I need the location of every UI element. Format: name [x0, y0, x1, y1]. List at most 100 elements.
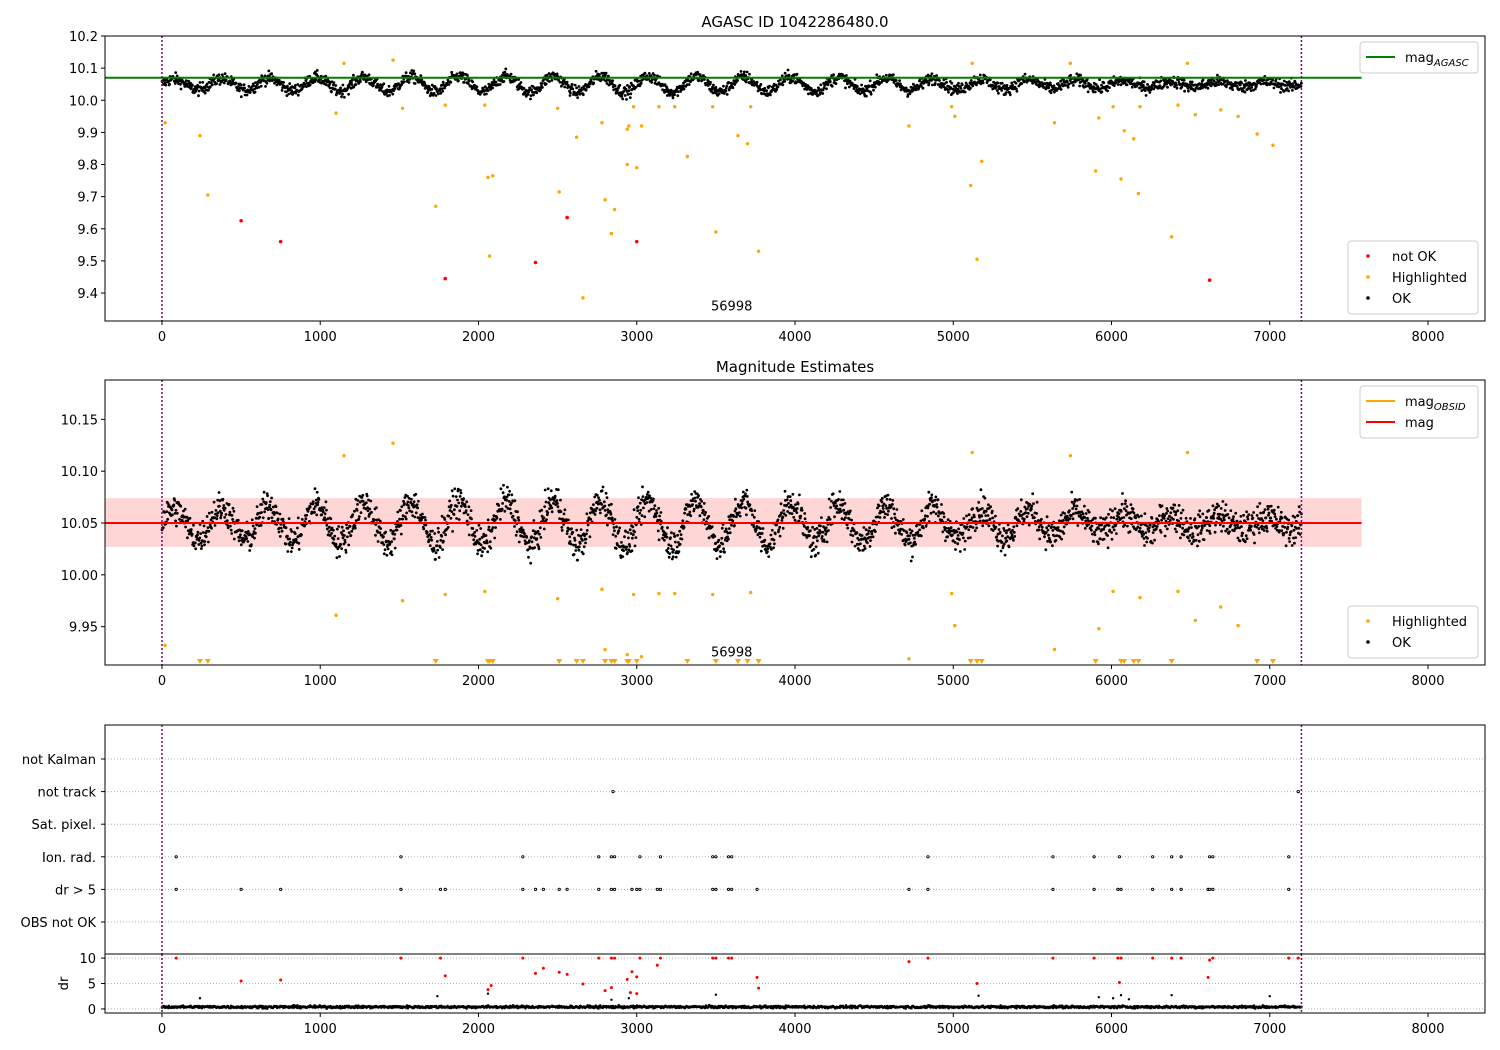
ok-point: [816, 531, 820, 535]
ok-point: [759, 549, 763, 553]
ok-point: [285, 94, 289, 97]
ok-point: [382, 82, 386, 86]
ok-point: [659, 511, 663, 514]
ok-point: [407, 504, 410, 507]
ok-point: [488, 540, 492, 544]
ok-point: [936, 498, 940, 502]
ok-point: [303, 524, 306, 528]
ok-point: [775, 88, 778, 92]
ok-point: [555, 499, 559, 502]
ok-point: [888, 498, 892, 501]
ok-point: [314, 70, 317, 74]
ok-point: [1070, 500, 1074, 504]
ok-point: [661, 536, 664, 540]
ok-point: [760, 532, 764, 535]
ok-point: [647, 509, 651, 513]
ok-point: [581, 93, 585, 97]
ok-point: [1016, 518, 1020, 522]
ok-point: [413, 515, 417, 519]
ok-point: [513, 525, 516, 528]
ok-point: [979, 488, 983, 492]
ok-point: [490, 81, 494, 84]
ok-point: [189, 87, 193, 91]
ok-point: [825, 87, 828, 91]
ok-point: [613, 529, 616, 533]
ok-point: [392, 529, 395, 533]
ok-point: [559, 510, 563, 513]
ok-point: [1092, 540, 1095, 543]
ok-point: [726, 531, 730, 535]
ok-point: [327, 530, 331, 533]
ok-point: [1285, 87, 1289, 90]
ok-point: [703, 513, 707, 517]
ok-point: [314, 78, 318, 81]
ok-point: [340, 95, 343, 99]
x-tick-label: 5000: [937, 330, 970, 345]
ok-point: [579, 528, 583, 531]
ok-point: [885, 497, 889, 501]
ok-point: [698, 514, 702, 518]
ok-point: [748, 503, 752, 507]
ok-point: [1300, 81, 1303, 85]
ok-point: [280, 89, 284, 92]
ok-point: [733, 509, 737, 513]
ok-point: [991, 529, 995, 532]
ok-point: [248, 91, 252, 94]
ok-point: [286, 550, 290, 553]
ok-point: [631, 525, 635, 529]
ok-point: [832, 73, 835, 77]
ok-point: [812, 535, 816, 538]
ok-point: [439, 538, 443, 542]
ok-point: [781, 526, 785, 530]
ok-point: [678, 529, 682, 533]
ok-point: [565, 532, 569, 535]
x-tick-label: 1000: [304, 330, 337, 345]
ok-point: [605, 82, 609, 85]
ok-point: [213, 524, 217, 527]
ok-point: [203, 86, 207, 90]
ok-point: [626, 551, 629, 554]
ok-point: [1150, 516, 1154, 520]
ok-point: [220, 511, 224, 515]
ok-point: [1072, 504, 1076, 508]
ok-point: [253, 527, 257, 530]
ok-point: [265, 81, 269, 85]
ok-point: [1079, 513, 1083, 517]
ok-point: [908, 528, 912, 531]
ok-point: [628, 545, 632, 548]
ok-point: [402, 80, 406, 84]
ok-point: [727, 527, 731, 530]
ok-point: [174, 71, 178, 74]
ok-point: [965, 525, 969, 529]
ok-point: [530, 540, 534, 544]
ok-point: [198, 536, 202, 540]
ok-point: [1026, 507, 1029, 511]
ok-point: [382, 552, 386, 556]
ok-point: [895, 508, 899, 511]
ok-point: [349, 534, 353, 537]
ok-point: [253, 536, 256, 540]
ok-point: [563, 508, 567, 512]
ok-point: [1196, 544, 1199, 548]
highlighted-point: [206, 193, 210, 197]
ok-point: [843, 79, 846, 83]
y-tick-label: 9.4: [77, 287, 98, 302]
ok-point: [725, 84, 729, 88]
ok-point: [434, 557, 437, 561]
ok-point: [1206, 83, 1209, 87]
ok-point: [878, 516, 882, 519]
ok-point: [624, 548, 628, 551]
ok-point: [576, 558, 579, 562]
ok-point: [798, 493, 801, 497]
ok-point: [672, 548, 675, 552]
ok-point: [343, 95, 346, 99]
ok-point: [272, 513, 276, 516]
ok-point: [1052, 84, 1056, 88]
ok-point: [779, 502, 783, 506]
ok-point: [260, 503, 264, 506]
ok-point: [728, 518, 732, 522]
ok-point: [571, 530, 575, 534]
ok-point: [732, 515, 736, 518]
ok-point: [581, 552, 585, 556]
ok-point: [1230, 85, 1234, 89]
